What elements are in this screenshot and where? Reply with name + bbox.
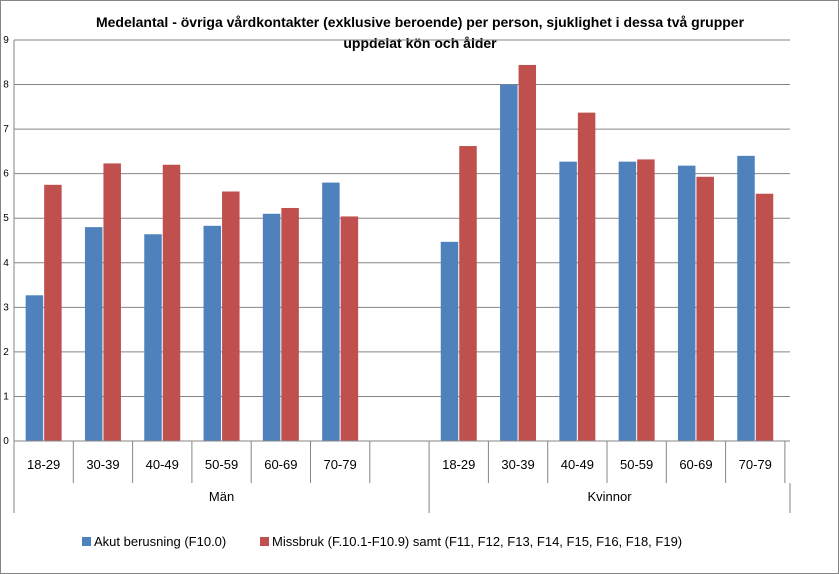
bar-missbruk-man-40-49 xyxy=(162,164,181,441)
bar-akut-man-50-59 xyxy=(203,225,222,441)
group-label: Män xyxy=(209,489,234,504)
legend-label: Akut berusning (F10.0) xyxy=(94,534,226,549)
y-tick-label: 7 xyxy=(3,124,9,135)
bar-missbruk-kvinnor-30-39 xyxy=(518,64,537,441)
chart-title: Medelantal - övriga vårdkontakter (exklu… xyxy=(96,14,745,30)
legend-swatch xyxy=(260,537,269,546)
bar-akut-man-70-79 xyxy=(322,182,340,442)
legend: Akut berusning (F10.0) Missbruk (F.10.1-F… xyxy=(82,534,682,549)
x-tick-label: 50-59 xyxy=(620,457,653,472)
y-tick-label: 6 xyxy=(3,169,9,180)
legend-swatch xyxy=(82,537,91,546)
x-tick-label: 18-29 xyxy=(27,457,60,472)
bar-akut-man-18-29 xyxy=(25,295,44,441)
chart-title-line-2: uppdelat kön och ålder xyxy=(343,35,497,51)
x-tick-label: 50-59 xyxy=(205,457,238,472)
bar-akut-man-40-49 xyxy=(144,234,162,441)
bar-missbruk-man-30-39 xyxy=(103,163,121,441)
bar-akut-kvinnor-70-79 xyxy=(737,155,755,441)
group-label: Kvinnor xyxy=(588,489,633,504)
bar-missbruk-kvinnor-70-79 xyxy=(755,193,774,441)
y-tick-label: 8 xyxy=(3,80,9,91)
bar-akut-kvinnor-18-29 xyxy=(440,241,459,441)
x-tick-label: 70-79 xyxy=(739,457,772,472)
legend-label: Missbruk (F.10.1-F10.9) samt (F11, F12, … xyxy=(272,534,682,549)
x-tick-label: 30-39 xyxy=(501,457,534,472)
bar-missbruk-man-50-59 xyxy=(222,191,240,441)
gridlines xyxy=(14,39,790,397)
bar-missbruk-kvinnor-50-59 xyxy=(637,159,655,442)
y-tick-label: 1 xyxy=(3,391,9,402)
bar-missbruk-man-18-29 xyxy=(44,184,62,442)
bar-missbruk-kvinnor-60-69 xyxy=(696,176,714,441)
x-tick-label: 40-49 xyxy=(146,457,179,472)
axes: 0 1 2 3 4 5 6 7 8 9 18-29 30-39 40-49 50-59 60-69 70-79… xyxy=(3,35,791,513)
y-tick-label: 5 xyxy=(3,213,9,224)
y-tick-label: 0 xyxy=(3,436,9,447)
x-tick-label: 30-39 xyxy=(86,457,119,472)
bar-akut-kvinnor-40-49 xyxy=(559,161,577,442)
x-tick-label: 18-29 xyxy=(442,457,475,472)
x-tick-label: 40-49 xyxy=(561,457,594,472)
y-tick-label: 4 xyxy=(3,258,9,269)
bar-akut-man-60-69 xyxy=(262,213,281,441)
x-tick-label: 60-69 xyxy=(264,457,297,472)
bar-akut-man-30-39 xyxy=(84,227,103,441)
bar-akut-kvinnor-50-59 xyxy=(618,161,637,442)
y-tick-label: 3 xyxy=(3,302,9,313)
x-tick-label: 70-79 xyxy=(324,457,357,472)
bars xyxy=(25,64,774,442)
bar-akut-kvinnor-60-69 xyxy=(677,165,696,441)
bar-missbruk-man-60-69 xyxy=(281,207,299,441)
bar-akut-kvinnor-30-39 xyxy=(500,84,518,442)
bar-missbruk-kvinnor-18-29 xyxy=(459,146,477,441)
bar-missbruk-man-70-79 xyxy=(340,216,359,441)
y-tick-label: 2 xyxy=(3,347,9,358)
y-tick-label: 9 xyxy=(3,35,9,46)
x-tick-label: 60-69 xyxy=(679,457,712,472)
bar-missbruk-kvinnor-40-49 xyxy=(577,112,596,442)
